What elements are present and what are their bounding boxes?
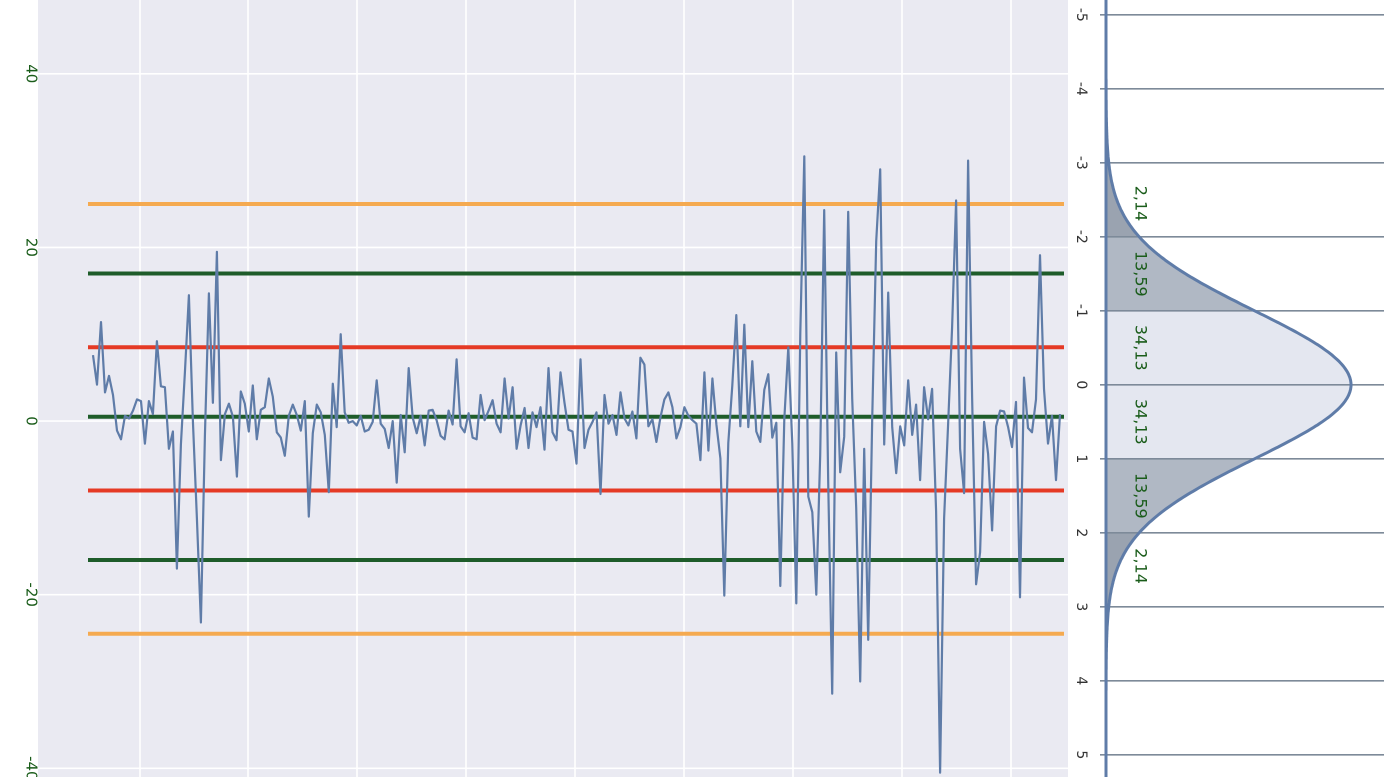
sigma-tick-label: 1 — [1073, 454, 1089, 463]
sigma-tick-label: 0 — [1073, 380, 1089, 389]
y-tick-label: 0 — [23, 416, 41, 426]
sigma-band — [1106, 532, 1140, 607]
sigma-tick-label: 2 — [1073, 528, 1089, 537]
band-percent-label: 34,13 — [1132, 325, 1151, 371]
sigma-tick-label: -4 — [1073, 82, 1089, 96]
sigma-tick-label: -1 — [1073, 304, 1089, 318]
band-percent-label: 34,13 — [1132, 399, 1151, 445]
sigma-tick-label: -2 — [1073, 230, 1089, 244]
sigma-tick-label: -5 — [1073, 8, 1089, 22]
sigma-tick-label: 5 — [1073, 750, 1089, 759]
y-tick-label: 40 — [23, 64, 41, 83]
y-tick-label: 20 — [23, 238, 41, 257]
band-percent-label: 13,59 — [1132, 473, 1151, 519]
series-line — [91, 155, 1062, 774]
band-percent-label: 13,59 — [1132, 251, 1151, 297]
sigma-tick-label: -3 — [1073, 156, 1089, 170]
sigma-tick-label: 3 — [1073, 602, 1089, 611]
band-percent-label: 2,14 — [1132, 186, 1151, 222]
time-series-panel: 40 20 0 -20 -40 — [23, 0, 1068, 777]
y-tick-label: -20 — [23, 582, 41, 607]
y-tick-label: -40 — [23, 756, 41, 777]
sigma-tick-label: 4 — [1073, 676, 1089, 685]
band-percent-label: 2,14 — [1132, 548, 1151, 584]
sigma-band — [1106, 162, 1140, 237]
plot-background — [38, 0, 1068, 777]
normal-distribution-panel: -5 -4 -3 -2 -1 0 1 2 3 4 5 2,14 13,59 34,13 34,13 13,59… — [1068, 0, 1400, 777]
